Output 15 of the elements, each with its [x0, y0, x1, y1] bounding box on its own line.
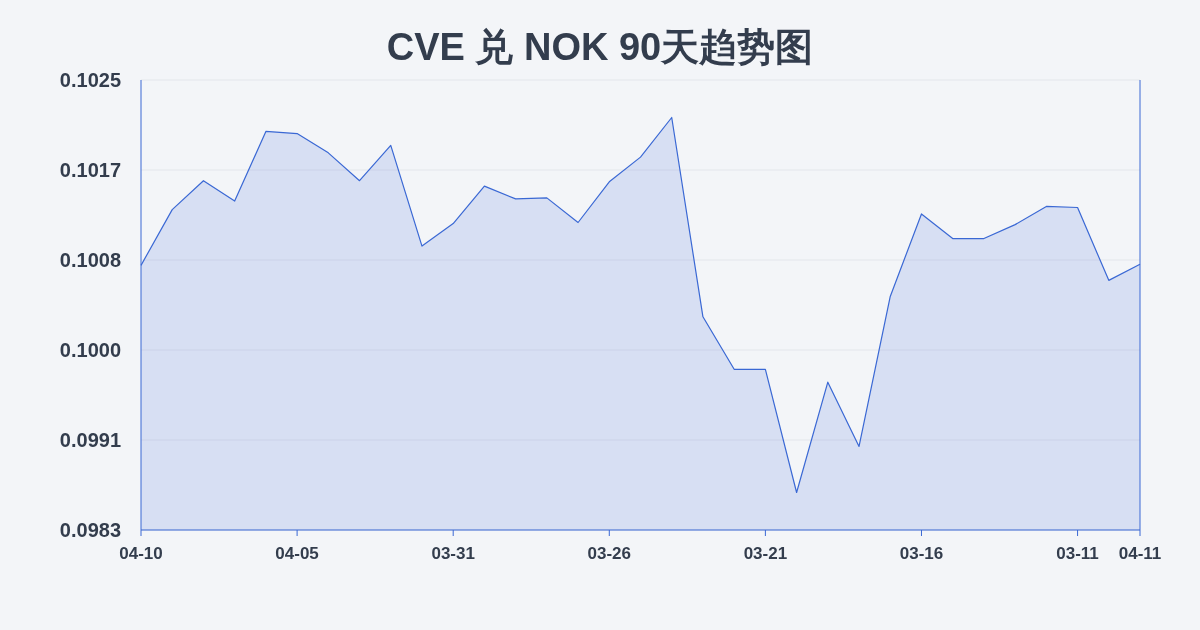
y-tick-label: 0.1000 [59, 339, 121, 361]
y-tick-label: 0.1025 [59, 69, 121, 91]
x-tick-label: 03-21 [743, 544, 788, 563]
y-tick-label: 0.0983 [59, 519, 121, 541]
y-tick-label: 0.0991 [59, 429, 121, 451]
chart-title: CVE 兑 NOK 90天趋势图 [386, 26, 814, 68]
y-tick-label: 0.1008 [59, 249, 121, 271]
x-tick-label: 04-10 [119, 544, 163, 563]
x-tick-label: 03-11 [1056, 544, 1099, 563]
x-tick-label: 03-26 [587, 544, 632, 563]
x-tick-label: 03-31 [431, 544, 475, 563]
x-tick-label: 04-11 [1118, 544, 1162, 563]
x-tick-label: 03-16 [899, 544, 944, 563]
y-tick-label: 0.1017 [59, 159, 121, 181]
x-tick-label: 04-05 [275, 544, 319, 563]
